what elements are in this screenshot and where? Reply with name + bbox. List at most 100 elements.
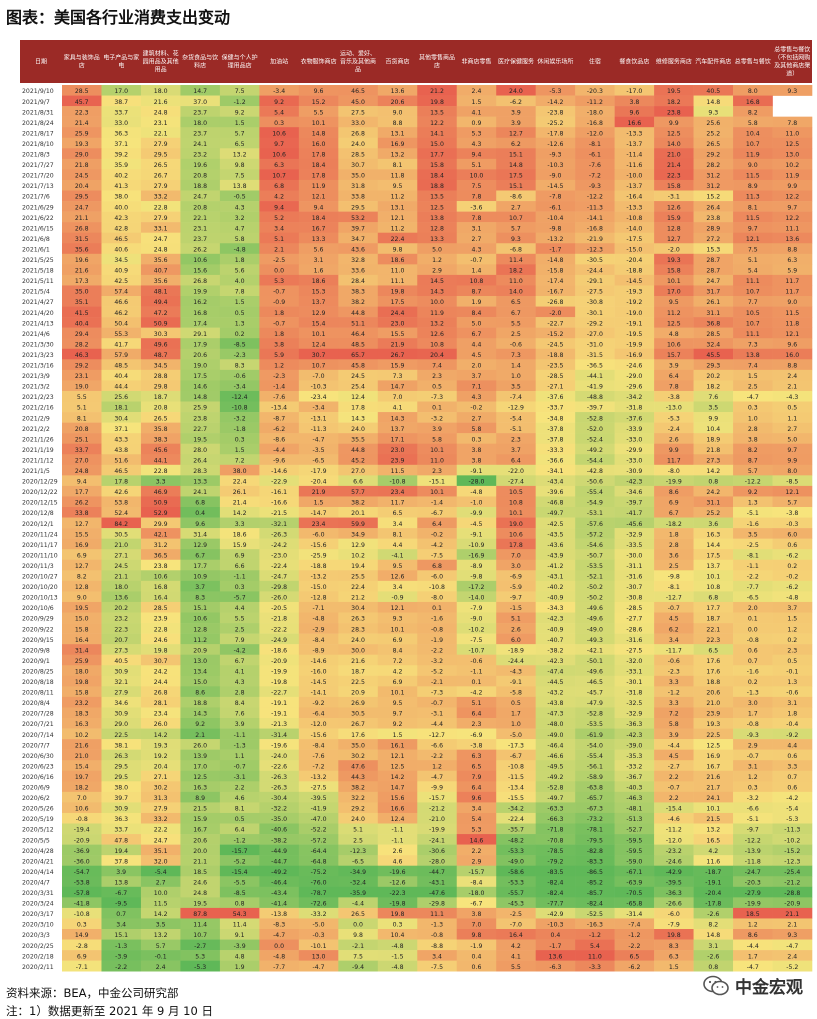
heatmap-cell (417, 960, 458, 972)
heatmap-cell (772, 907, 813, 919)
heatmap-cell (62, 633, 102, 645)
heatmap-cell (298, 179, 339, 191)
cell-value-label: -5.5 (234, 879, 246, 886)
cell-value-label: 7.0 (393, 394, 403, 401)
heatmap-cell (259, 929, 300, 940)
cell-value-label: -35.0 (271, 816, 287, 823)
cell-value-label: 7.9 (472, 774, 482, 781)
cell-value-label: -8.3 (273, 922, 285, 929)
heatmap-cell (62, 739, 102, 750)
cell-value-label: -45.7 (587, 690, 603, 697)
heatmap-cell (180, 823, 221, 835)
heatmap-cell (733, 707, 773, 719)
cell-value-label: 25.9 (75, 658, 89, 665)
cell-value-label: 18.6 (391, 257, 405, 264)
cell-value-label: 26.1 (233, 489, 247, 496)
heatmap-cell (693, 876, 734, 888)
row-date-label: 2020/11/17 (22, 542, 58, 549)
heatmap-cell (377, 728, 418, 740)
heatmap-cell (219, 169, 260, 181)
heatmap-cell (259, 211, 300, 223)
cell-value-label: -21.9 (587, 236, 603, 243)
cell-value-label: 16.8 (154, 584, 168, 591)
cell-value-label: 25.5 (351, 574, 365, 581)
cell-value-label: -79.5 (587, 837, 603, 844)
heatmap-cell (496, 844, 536, 856)
heatmap-cell (693, 264, 734, 276)
cell-value-label: 16.9 (75, 542, 89, 549)
heatmap-cell (62, 496, 102, 508)
cell-value-label: 13.7 (706, 563, 720, 570)
heatmap-cell (298, 454, 339, 466)
heatmap-cell (377, 876, 418, 888)
heatmap-cell (575, 201, 615, 212)
heatmap-cell (614, 496, 655, 508)
heatmap-cell (101, 802, 142, 814)
cell-value-label: -78.7 (311, 890, 327, 897)
cell-value-label: -0.2 (431, 531, 443, 538)
cell-value-label: -36.3 (666, 890, 682, 897)
heatmap-cell (575, 274, 615, 286)
heatmap-cell (377, 528, 418, 539)
cell-value-label: -0.6 (668, 658, 680, 665)
cell-value-label: -0.7 (668, 785, 680, 792)
heatmap-cell (180, 201, 221, 212)
cell-value-label: 19.4 (114, 848, 128, 855)
heatmap-cell (733, 739, 773, 750)
cell-value-label: -2.3 (668, 668, 680, 675)
cell-value-label: -54.0 (587, 742, 603, 749)
cell-value-label: 13.6 (549, 953, 563, 960)
heatmap-cell (101, 580, 142, 592)
cell-value-label: -78.1 (587, 827, 603, 834)
cell-value-label: 17.0 (193, 763, 207, 770)
cell-value-label: -32.0 (626, 658, 642, 665)
heatmap-cell (693, 390, 734, 402)
cell-value-label: 21.0 (667, 152, 681, 159)
cell-value-label: 12.7 (75, 563, 89, 570)
heatmap-cell (219, 454, 260, 466)
heatmap-cell (733, 158, 773, 170)
cell-value-label: 29.2 (351, 806, 365, 813)
cell-value-label: 11.5 (391, 468, 405, 475)
column-header: 百货商店 (386, 58, 410, 66)
cell-value-label: -52.8 (547, 785, 563, 792)
heatmap-cell (693, 834, 734, 845)
cell-value-label: 28.3 (193, 468, 207, 475)
cell-value-label: -30.5 (587, 257, 603, 264)
cell-value-label: -12.4 (232, 394, 248, 401)
cell-value-label: 11.5 (154, 901, 168, 908)
cell-value-label: 20.4 (154, 763, 168, 770)
heatmap-cell (219, 718, 260, 729)
heatmap-cell (654, 306, 694, 318)
heatmap-cell (338, 274, 379, 286)
cell-value-label: 7.2 (235, 457, 245, 464)
cell-value-label: 17.5 (509, 173, 523, 180)
heatmap-cell (654, 580, 694, 592)
cell-value-label: -22.0 (508, 468, 524, 475)
heatmap-cell (733, 601, 773, 613)
heatmap-cell (456, 781, 497, 793)
heatmap-cell (140, 179, 181, 191)
cell-value-label: 14.3 (430, 289, 444, 296)
cell-value-label: 0.5 (432, 384, 442, 391)
cell-value-label: -49.2 (547, 774, 563, 781)
heatmap-cell (693, 886, 734, 898)
heatmap-cell (614, 823, 655, 835)
heatmap-cell (101, 707, 142, 719)
cell-value-label: 8.3 (235, 363, 245, 370)
row-date-label: 2020/3/3 (22, 932, 50, 939)
heatmap-cell (693, 359, 734, 371)
cell-value-label: 5.4 (590, 943, 600, 950)
heatmap-cell (140, 802, 181, 814)
cell-value-label: -73.2 (587, 816, 603, 823)
cell-value-label: -3.4 (273, 88, 285, 95)
heatmap-cell (575, 390, 615, 402)
cell-value-label: -12.0 (666, 837, 682, 844)
cell-value-label: -63.3 (547, 806, 563, 813)
heatmap-cell (575, 865, 615, 877)
cell-value-label: -82.4 (587, 901, 603, 908)
cell-value-label: 5.9 (787, 268, 797, 275)
cell-value-label: 24.7 (75, 204, 89, 211)
cell-value-label: 31.3 (154, 795, 168, 802)
heatmap-cell (298, 739, 339, 750)
